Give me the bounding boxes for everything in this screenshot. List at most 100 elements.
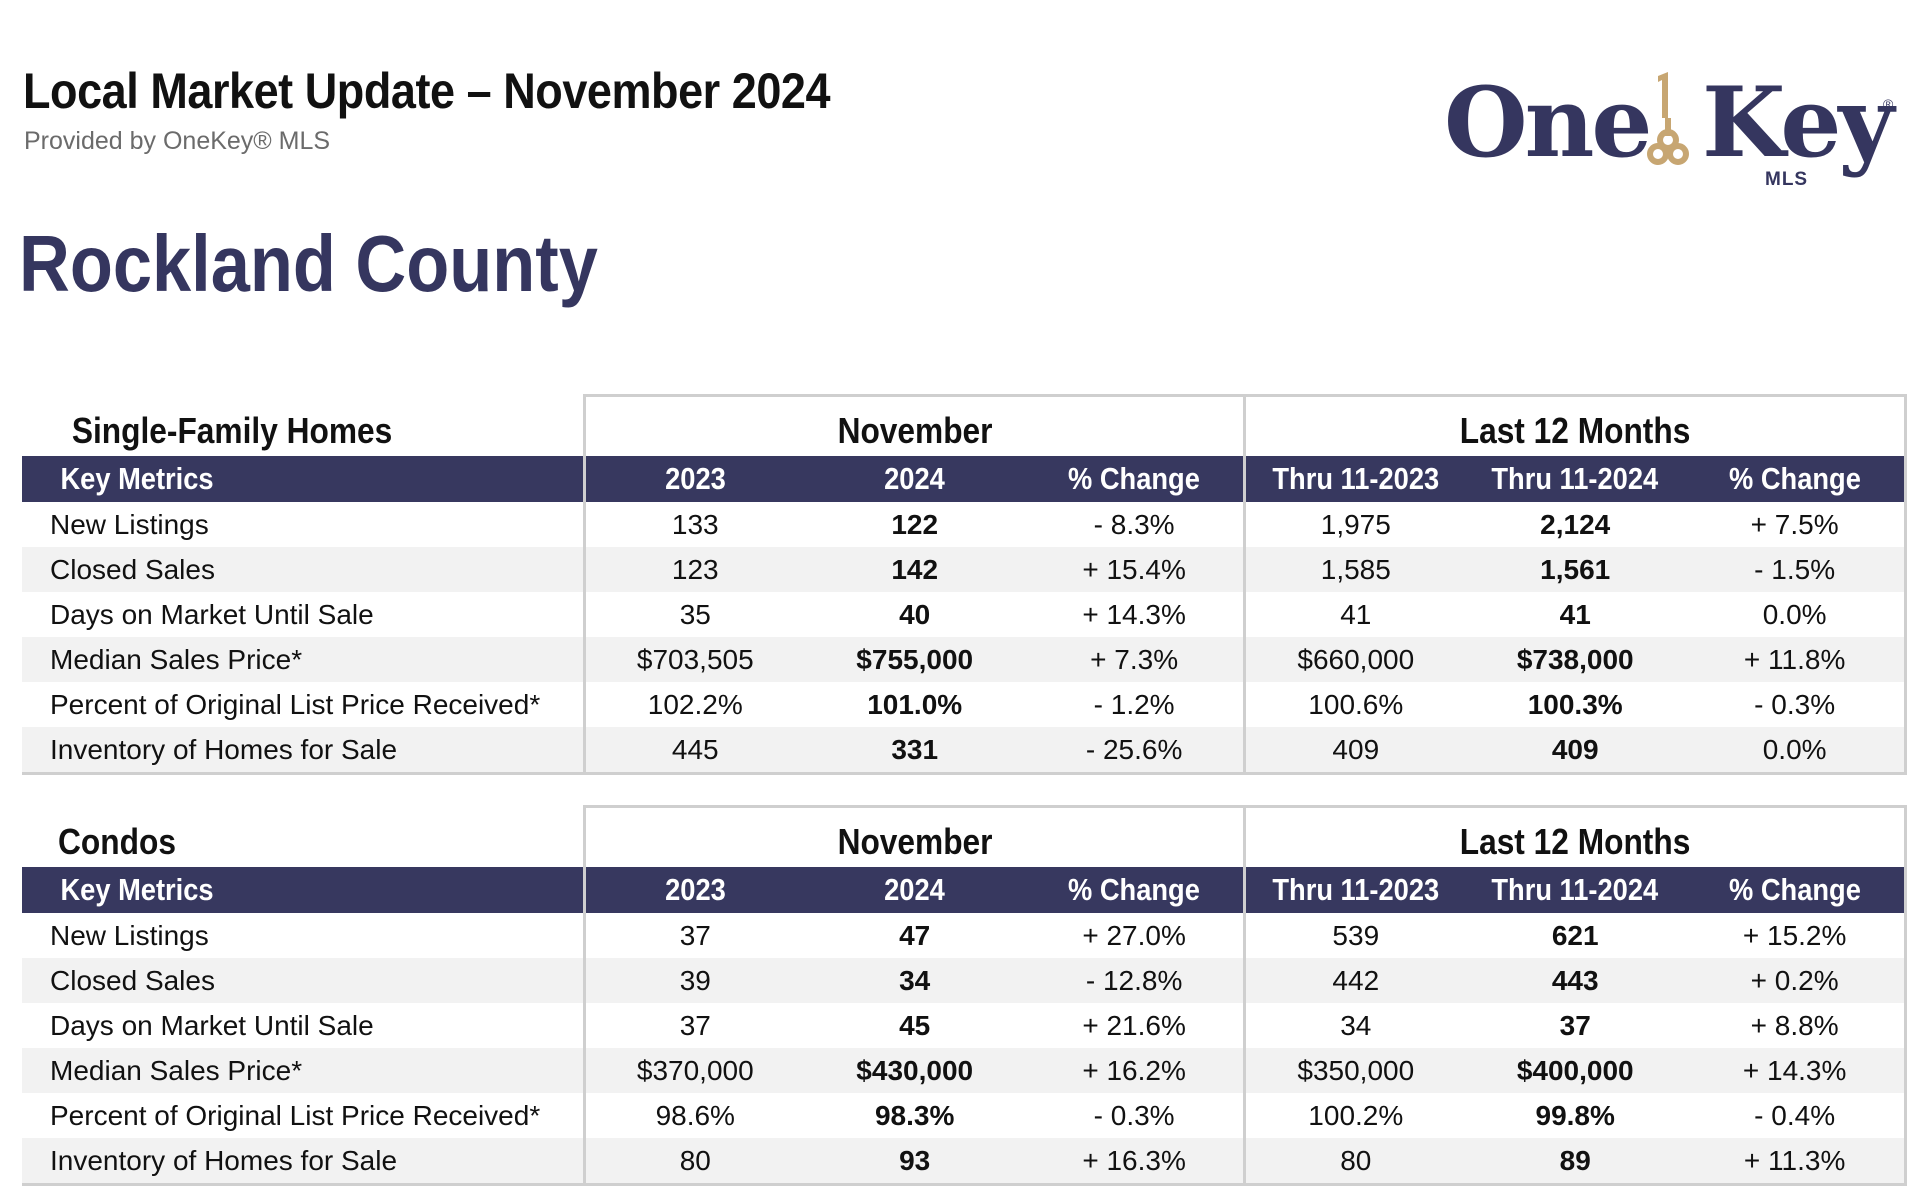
group-header-row: Single-Family Homes November Last 12 Mon… <box>22 394 1907 456</box>
table-row: Percent of Original List Price Received*… <box>22 1093 1908 1138</box>
cell-pct-change-12m: + 11.3% <box>1685 1138 1908 1186</box>
cell-2023: 445 <box>582 727 805 775</box>
cell-pct-change: + 14.3% <box>1024 592 1245 637</box>
cell-pct-change-12m: + 8.8% <box>1685 1003 1908 1048</box>
column-header-thru-2023: Thru 11-2023 <box>1243 456 1466 502</box>
cell-pct-change-12m: - 0.4% <box>1685 1093 1908 1138</box>
column-header-2024: 2024 <box>804 867 1025 913</box>
logo-word-key: Key <box>1702 66 1894 179</box>
cell-pct-change: - 1.2% <box>1024 682 1245 727</box>
cell-pct-change-12m: 0.0% <box>1685 592 1908 637</box>
cell-thru-2023: 100.6% <box>1243 682 1466 727</box>
cell-thru-2023: 80 <box>1243 1138 1466 1186</box>
cell-thru-2023: 34 <box>1243 1003 1466 1048</box>
cell-thru-2024: 89 <box>1465 1138 1686 1186</box>
cell-pct-change-12m: + 0.2% <box>1685 958 1908 1003</box>
cell-2024: 45 <box>804 1003 1025 1048</box>
cell-2024: 40 <box>804 592 1025 637</box>
table-row: Median Sales Price* $703,505 $755,000 + … <box>22 637 1908 682</box>
table-row: Days on Market Until Sale 37 45 + 21.6% … <box>22 1003 1908 1048</box>
group-november: November <box>582 394 1247 456</box>
column-header-row: Key Metrics 2023 2024 % Change Thru 11-2… <box>22 456 1908 502</box>
cell-pct-change: - 25.6% <box>1024 727 1245 775</box>
section-title: Condos <box>22 806 585 867</box>
metric-label: Inventory of Homes for Sale <box>22 1138 585 1186</box>
table-row: Days on Market Until Sale 35 40 + 14.3% … <box>22 592 1908 637</box>
logo-word-one: One <box>1444 66 1652 179</box>
cell-thru-2023: $350,000 <box>1243 1048 1466 1093</box>
cell-2023: 35 <box>582 592 805 637</box>
metric-label: Closed Sales <box>22 958 585 1003</box>
group-last-12-months: Last 12 Months <box>1243 394 1907 456</box>
cell-pct-change: + 16.3% <box>1024 1138 1245 1186</box>
column-header-thru-2024: Thru 11-2024 <box>1465 456 1686 502</box>
logo-registered-mark: ® <box>1883 96 1894 112</box>
cell-pct-change-12m: + 15.2% <box>1685 913 1908 958</box>
cell-2023: 80 <box>582 1138 805 1186</box>
cell-thru-2024: 2,124 <box>1465 502 1686 547</box>
logo-mls: MLS <box>1765 169 1809 190</box>
cell-2023: 123 <box>582 547 805 592</box>
column-header-2023: 2023 <box>582 456 805 502</box>
cell-2024: $755,000 <box>804 637 1025 682</box>
metric-label: Inventory of Homes for Sale <box>22 727 585 775</box>
cell-2023: 37 <box>582 1003 805 1048</box>
cell-pct-change: - 12.8% <box>1024 958 1245 1003</box>
key-icon <box>1647 72 1689 165</box>
county-title: Rockland County <box>19 219 598 308</box>
cell-thru-2024: 37 <box>1465 1003 1686 1048</box>
cell-2023: 102.2% <box>582 682 805 727</box>
cell-thru-2024: 1,561 <box>1465 547 1686 592</box>
metric-label: New Listings <box>22 913 585 958</box>
column-header-pct-change-12m: % Change <box>1685 867 1908 913</box>
cell-thru-2023: 442 <box>1243 958 1466 1003</box>
column-header-key-metrics: Key Metrics <box>22 456 585 502</box>
cell-thru-2023: 1,585 <box>1243 547 1466 592</box>
metric-label: Median Sales Price* <box>22 1048 585 1093</box>
cell-pct-change: + 27.0% <box>1024 913 1245 958</box>
cell-pct-change-12m: - 1.5% <box>1685 547 1908 592</box>
cell-thru-2023: 1,975 <box>1243 502 1466 547</box>
cell-pct-change: + 15.4% <box>1024 547 1245 592</box>
cell-2024: 98.3% <box>804 1093 1025 1138</box>
cell-2024: 122 <box>804 502 1025 547</box>
table-row: Inventory of Homes for Sale 80 93 + 16.3… <box>22 1138 1908 1186</box>
table-row: Median Sales Price* $370,000 $430,000 + … <box>22 1048 1908 1093</box>
cell-thru-2023: 539 <box>1243 913 1466 958</box>
cell-2024: 34 <box>804 958 1025 1003</box>
onekey-mls-logo: One Key ® MLS <box>1440 62 1900 202</box>
cell-thru-2024: $400,000 <box>1465 1048 1686 1093</box>
cell-2024: 93 <box>804 1138 1025 1186</box>
section-title: Single-Family Homes <box>22 395 585 456</box>
cell-2024: 142 <box>804 547 1025 592</box>
column-header-pct-change: % Change <box>1024 456 1245 502</box>
column-header-key-metrics: Key Metrics <box>22 867 585 913</box>
column-header-row: Key Metrics 2023 2024 % Change Thru 11-2… <box>22 867 1908 913</box>
cell-pct-change: + 7.3% <box>1024 637 1245 682</box>
cell-2024: 47 <box>804 913 1025 958</box>
metric-label: Percent of Original List Price Received* <box>22 682 585 727</box>
cell-thru-2023: 41 <box>1243 592 1466 637</box>
cell-pct-change: - 8.3% <box>1024 502 1245 547</box>
cell-pct-change: + 21.6% <box>1024 1003 1245 1048</box>
cell-pct-change-12m: - 0.3% <box>1685 682 1908 727</box>
cell-2024: 331 <box>804 727 1025 775</box>
cell-pct-change: + 16.2% <box>1024 1048 1245 1093</box>
metric-label: Closed Sales <box>22 547 585 592</box>
metric-label: Percent of Original List Price Received* <box>22 1093 585 1138</box>
cell-2023: $703,505 <box>582 637 805 682</box>
cell-2023: 133 <box>582 502 805 547</box>
cell-2023: $370,000 <box>582 1048 805 1093</box>
column-header-pct-change-12m: % Change <box>1685 456 1908 502</box>
column-header-pct-change: % Change <box>1024 867 1245 913</box>
cell-thru-2024: 41 <box>1465 592 1686 637</box>
cell-thru-2024: 621 <box>1465 913 1686 958</box>
table-row: Closed Sales 39 34 - 12.8% 442 443 + 0.2… <box>22 958 1908 1003</box>
cell-thru-2024: 99.8% <box>1465 1093 1686 1138</box>
table-row: Closed Sales 123 142 + 15.4% 1,585 1,561… <box>22 547 1908 592</box>
column-header-thru-2024: Thru 11-2024 <box>1465 867 1686 913</box>
cell-thru-2023: 100.2% <box>1243 1093 1466 1138</box>
table-row: Inventory of Homes for Sale 445 331 - 25… <box>22 727 1908 775</box>
page-subtitle: Provided by OneKey® MLS <box>24 127 331 155</box>
cell-thru-2024: 409 <box>1465 727 1686 775</box>
